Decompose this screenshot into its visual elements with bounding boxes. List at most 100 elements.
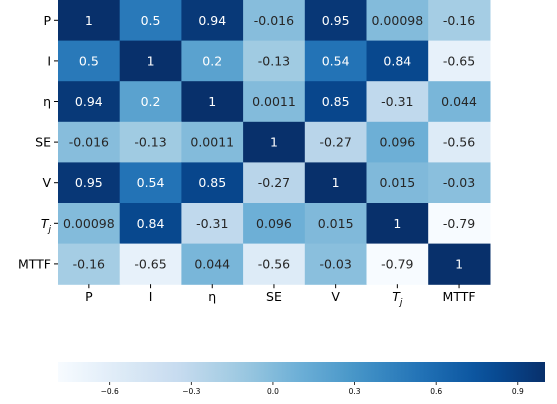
heatmap-cell [58, 0, 121, 42]
heatmap-cells: 1 0.5 0.94 -0.016 0.95 0.00098 -0.16 0.5 1 0.2 -0.… [58, 0, 491, 285]
column-tick-label: SE [266, 289, 282, 304]
heatmap-cell [428, 81, 491, 123]
heatmap-cell [304, 243, 368, 285]
cell-value-label: -0.79 [381, 256, 413, 271]
colorbar-tick-label: −0.6 [101, 387, 119, 396]
colorbar-tick-label: 0.0 [267, 387, 279, 396]
cell-value-label: 0.94 [198, 13, 226, 28]
heatmap-cell [304, 162, 368, 204]
cell-value-label: 0.84 [137, 216, 165, 231]
heatmap-cell [58, 243, 121, 285]
cell-value-label: 0.54 [137, 175, 165, 190]
row-tick-label: MTTF [18, 256, 51, 271]
cell-value-label: -0.56 [258, 256, 290, 271]
row-tick-label: η [43, 94, 51, 109]
cell-value-label: -0.13 [258, 53, 290, 68]
cell-value-label: 0.044 [441, 94, 477, 109]
cell-value-label: 0.00098 [371, 13, 423, 28]
heatmap-cell [58, 203, 121, 245]
cell-value-label: 0.015 [318, 216, 354, 231]
cell-value-label: 0.85 [198, 175, 226, 190]
heatmap-cell [304, 81, 368, 123]
heatmap-cell [366, 0, 429, 42]
heatmap-cell [243, 0, 306, 42]
colorbar-tick-label: 0.6 [430, 387, 442, 396]
colorbar-tick-label: 0.9 [512, 387, 524, 396]
cell-value-label: -0.03 [319, 256, 351, 271]
column-tick-label: η [208, 289, 216, 304]
colorbar: −0.6 −0.3 0.0 0.3 0.6 0.9 [58, 362, 545, 396]
heatmap-cell [243, 243, 306, 285]
heatmap-cell [428, 40, 491, 82]
cell-value-label: 0.84 [383, 53, 411, 68]
heatmap-cell [304, 40, 368, 82]
heatmap-cell [58, 162, 121, 204]
heatmap-cell [428, 243, 491, 285]
heatmap-cell [366, 162, 429, 204]
cell-value-label: 0.5 [79, 53, 99, 68]
heatmap-cell [243, 40, 306, 82]
heatmap-cell [119, 121, 182, 163]
heatmap-cell [428, 203, 491, 245]
heatmap-cell [243, 121, 306, 163]
cell-value-label: 0.015 [379, 175, 415, 190]
cell-value-label: -0.03 [443, 175, 475, 190]
heatmap-cell [428, 162, 491, 204]
cell-value-label: 1 [270, 135, 278, 150]
cell-value-label: -0.79 [443, 216, 475, 231]
heatmap-cell [119, 243, 182, 285]
row-tick-label: SE [35, 135, 51, 150]
row-tick-label: Tj [41, 216, 52, 235]
cell-value-label: 0.94 [75, 94, 103, 109]
cell-value-label: 1 [208, 94, 216, 109]
column-tick-label: I [149, 289, 153, 304]
column-tick-label: Tj [392, 289, 403, 308]
heatmap-cell [181, 162, 244, 204]
heatmap-cell [181, 121, 244, 163]
cell-value-label: 0.0011 [190, 135, 234, 150]
cell-value-label: -0.65 [443, 53, 475, 68]
heatmap-cell [304, 203, 368, 245]
row-axis: P Iη SE V Tj MTTF [18, 13, 58, 271]
row-tick-label: V [42, 175, 51, 190]
heatmap-cell [366, 40, 429, 82]
column-tick-label: P [85, 289, 93, 304]
cell-value-label: 0.95 [75, 175, 103, 190]
heatmap-cell [366, 243, 429, 285]
heatmap-cell [58, 121, 121, 163]
heatmap-cell [428, 0, 491, 42]
cell-value-label: 0.85 [322, 94, 350, 109]
colorbar-tick-label: −0.3 [182, 387, 200, 396]
heatmap-cell [304, 121, 368, 163]
heatmap-cell [428, 121, 491, 163]
heatmap-cell [181, 40, 244, 82]
cell-value-label: -0.27 [258, 175, 290, 190]
cell-value-label: 1 [332, 175, 340, 190]
cell-value-label: 0.2 [202, 53, 222, 68]
heatmap-cell [58, 81, 121, 123]
heatmap-cell [243, 162, 306, 204]
cell-value-label: -0.31 [381, 94, 413, 109]
cell-value-label: -0.56 [443, 135, 475, 150]
cell-value-label: -0.016 [254, 13, 294, 28]
cell-value-label: -0.13 [134, 135, 166, 150]
cell-value-label: 1 [393, 216, 401, 231]
heatmap-cell [366, 81, 429, 123]
column-tick-label: MTTF [443, 289, 476, 304]
cell-value-label: 0.044 [194, 256, 230, 271]
cell-value-label: -0.016 [69, 135, 109, 150]
cell-value-label: 0.0011 [252, 94, 296, 109]
row-tick-label: I [47, 53, 51, 68]
heatmap-cell [181, 243, 244, 285]
heatmap-cell [58, 40, 121, 82]
cell-value-label: 0.2 [141, 94, 161, 109]
heatmap-cell [181, 203, 244, 245]
cell-value-label: 0.00098 [63, 216, 115, 231]
heatmap-cell [181, 81, 244, 123]
heatmap-cell [304, 0, 368, 42]
cell-value-label: 1 [85, 13, 93, 28]
cell-value-label: 0.096 [256, 216, 292, 231]
row-tick-label: P [43, 13, 51, 28]
